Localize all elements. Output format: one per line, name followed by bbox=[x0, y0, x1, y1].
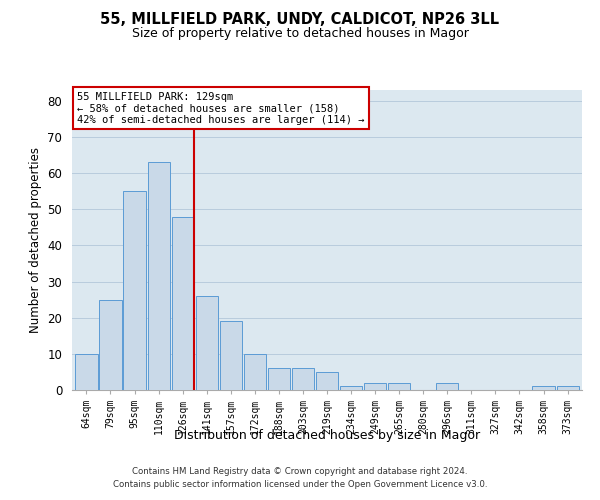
Text: 55 MILLFIELD PARK: 129sqm
← 58% of detached houses are smaller (158)
42% of semi: 55 MILLFIELD PARK: 129sqm ← 58% of detac… bbox=[77, 92, 365, 124]
Bar bbox=[292, 368, 314, 390]
Text: Contains public sector information licensed under the Open Government Licence v3: Contains public sector information licen… bbox=[113, 480, 487, 489]
Bar bbox=[220, 322, 242, 390]
Bar bbox=[76, 354, 98, 390]
Text: Distribution of detached houses by size in Magor: Distribution of detached houses by size … bbox=[174, 428, 480, 442]
Bar bbox=[436, 383, 458, 390]
Bar bbox=[340, 386, 362, 390]
Bar bbox=[557, 386, 578, 390]
Text: Size of property relative to detached houses in Magor: Size of property relative to detached ho… bbox=[131, 28, 469, 40]
Bar bbox=[148, 162, 170, 390]
Bar bbox=[100, 300, 122, 390]
Bar bbox=[196, 296, 218, 390]
Bar bbox=[244, 354, 266, 390]
Bar bbox=[172, 216, 194, 390]
Text: 55, MILLFIELD PARK, UNDY, CALDICOT, NP26 3LL: 55, MILLFIELD PARK, UNDY, CALDICOT, NP26… bbox=[100, 12, 500, 28]
Bar bbox=[364, 383, 386, 390]
Bar bbox=[532, 386, 554, 390]
Bar bbox=[124, 191, 146, 390]
Y-axis label: Number of detached properties: Number of detached properties bbox=[29, 147, 42, 333]
Bar bbox=[388, 383, 410, 390]
Text: Contains HM Land Registry data © Crown copyright and database right 2024.: Contains HM Land Registry data © Crown c… bbox=[132, 467, 468, 476]
Bar bbox=[268, 368, 290, 390]
Bar bbox=[316, 372, 338, 390]
